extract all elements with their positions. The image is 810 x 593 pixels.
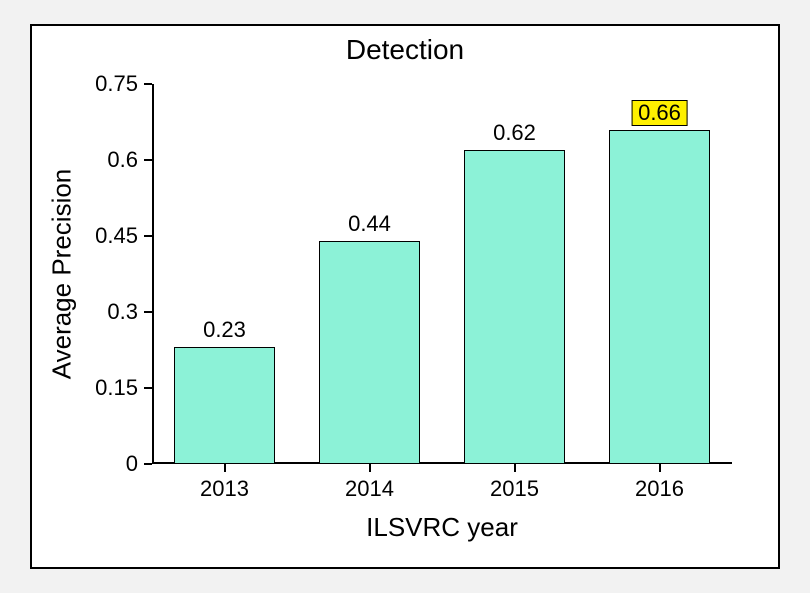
ytick-label: 0.45	[95, 223, 152, 249]
y-axis	[152, 84, 154, 464]
bar-value-label: 0.23	[203, 317, 246, 343]
bar-value-label: 0.44	[348, 211, 391, 237]
bar	[464, 150, 566, 464]
bar	[174, 347, 276, 464]
x-axis-label: ILSVRC year	[366, 512, 518, 543]
bar-value-label-highlighted: 0.66	[631, 100, 688, 126]
ytick-label: 0.6	[107, 147, 152, 173]
y-axis-label: Average Precision	[47, 169, 78, 380]
ytick-label: 0.15	[95, 375, 152, 401]
ytick-label: 0	[126, 451, 152, 477]
bar-value-label: 0.62	[493, 120, 536, 146]
xtick-label: 2015	[490, 464, 539, 502]
xtick-label: 2013	[200, 464, 249, 502]
plot-area: 00.150.30.450.60.7520130.2320140.4420150…	[152, 84, 732, 464]
xtick-label: 2016	[635, 464, 684, 502]
bar	[319, 241, 421, 464]
chart-title: Detection	[32, 34, 778, 66]
chart-frame: Detection 00.150.30.450.60.7520130.23201…	[30, 24, 780, 569]
bar	[609, 130, 711, 464]
xtick-label: 2014	[345, 464, 394, 502]
ytick-label: 0.75	[95, 71, 152, 97]
chart-container: Detection 00.150.30.450.60.7520130.23201…	[0, 0, 810, 593]
ytick-label: 0.3	[107, 299, 152, 325]
